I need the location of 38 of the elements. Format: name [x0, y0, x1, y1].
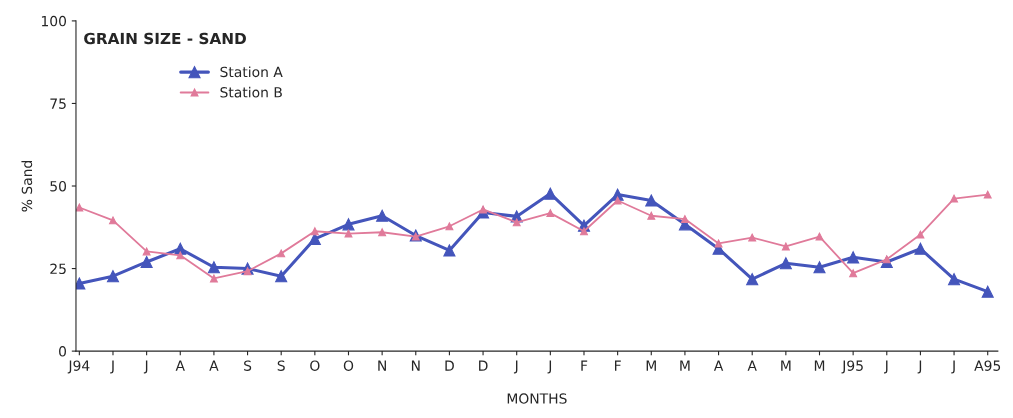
x-tick-label: A — [209, 360, 219, 371]
x-tick-label: J — [547, 360, 552, 374]
x-tick-label: D — [479, 360, 488, 371]
x-tick-label: M — [781, 360, 791, 371]
x-tick-label: F — [615, 360, 621, 371]
x-tick-label: M — [646, 360, 656, 371]
text: GRAIN SIZE - SAND — [84, 32, 246, 45]
x-tick-label: J — [513, 360, 518, 374]
x-tick-label: O — [343, 360, 354, 371]
y-tick-label: 100 — [41, 15, 67, 27]
x-tick-label: F — [581, 360, 588, 371]
x-tick-label: A — [747, 360, 757, 371]
x-tick-label: N — [378, 360, 386, 371]
x-tick-label: S — [244, 360, 252, 371]
x-tick-label: D — [445, 360, 454, 371]
x-tick-label: M — [814, 360, 825, 371]
x-tick-label: J95 — [841, 360, 863, 374]
x-tick-label: A — [713, 360, 724, 371]
y-tick-label: 0 — [59, 346, 67, 357]
x-tick-label: J94 — [67, 360, 90, 374]
x-tick-label: N — [411, 360, 420, 371]
legend-label: Station A — [220, 66, 283, 78]
x-tick-label: J — [110, 360, 114, 374]
legend-label: Station B — [220, 86, 282, 98]
y-tick-label: 50 — [50, 180, 67, 192]
y-tick-label: 25 — [50, 263, 66, 275]
x-tick-label: A — [175, 360, 185, 371]
x-tick-label: A95 — [974, 360, 1001, 371]
x-tick-label: J — [884, 360, 888, 374]
x-tick-label: J — [143, 360, 148, 374]
x-tick-label: M — [680, 360, 690, 371]
x-tick-label: S — [277, 360, 285, 371]
y-axis-title: % Sand — [21, 160, 33, 212]
x-tick-label: J — [917, 360, 922, 374]
x-tick-label: O — [310, 360, 320, 371]
x-tick-label: J — [951, 360, 955, 374]
x-axis-title: MONTHS — [507, 393, 567, 404]
y-tick-label: 75 — [50, 98, 66, 109]
